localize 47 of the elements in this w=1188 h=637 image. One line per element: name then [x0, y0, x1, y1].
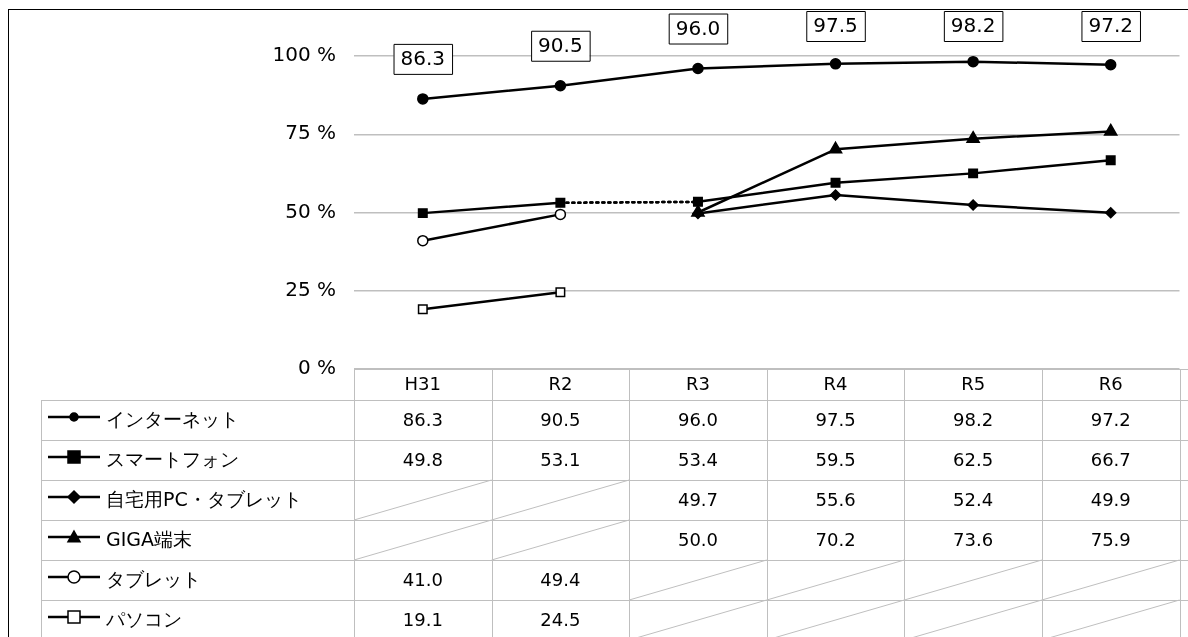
x-tick-label: R5 — [961, 373, 986, 395]
x-tick-label: R2 — [548, 373, 573, 395]
data-label: 55.6 — [815, 488, 856, 510]
data-label: 59.5 — [815, 448, 856, 470]
data-label: 19.1 — [402, 608, 443, 630]
annotation: 96.0 — [675, 15, 721, 40]
x-tick-label: R6 — [1098, 373, 1123, 395]
data-label: 49.7 — [677, 488, 718, 510]
data-label: 62.5 — [953, 448, 994, 470]
data-label: 49.4 — [540, 568, 581, 590]
data-label: 97.5 — [815, 408, 856, 430]
data-label: 75.9 — [1090, 528, 1131, 550]
annotation: 97.5 — [813, 13, 858, 38]
data-label: 86.3 — [402, 408, 443, 430]
data-label: 50.0 — [677, 528, 718, 550]
data-label: 52.4 — [953, 488, 994, 510]
data-label: 53.4 — [677, 448, 718, 470]
y-tick-label: 50 % — [285, 198, 336, 223]
y-tick-label: 75 % — [285, 120, 336, 145]
y-tick-label: 0 % — [297, 355, 336, 380]
annotation: 98.2 — [950, 13, 996, 38]
data-label: 66.7 — [1090, 448, 1131, 470]
data-label: 49.8 — [402, 448, 443, 470]
data-label: 70.2 — [815, 528, 856, 550]
y-tick-label: 100 % — [272, 42, 336, 67]
data-label: 98.2 — [953, 408, 994, 430]
data-label: 53.1 — [540, 448, 581, 470]
y-tick-label: 25 % — [285, 276, 336, 301]
data-label: 96.0 — [677, 408, 718, 430]
annotation: 97.2 — [1088, 13, 1133, 38]
legend-label: 自宅用PC・タブレット — [106, 487, 302, 510]
legend-label: スマートフォン — [106, 447, 239, 470]
data-label: 41.0 — [402, 568, 443, 590]
legend-label: インターネット — [106, 407, 239, 430]
legend-label: タブレット — [106, 567, 201, 590]
annotation: 90.5 — [538, 32, 583, 57]
x-tick-label: R4 — [823, 373, 848, 395]
data-label: 90.5 — [540, 408, 581, 430]
x-tick-label: R3 — [685, 373, 710, 395]
legend-label: パソコン — [105, 607, 182, 630]
annotation: 86.3 — [400, 46, 446, 71]
data-label: 24.5 — [540, 608, 581, 630]
data-label: 97.2 — [1090, 408, 1131, 430]
legend-label: GIGA端末 — [106, 527, 193, 550]
x-tick-label: H31 — [404, 373, 442, 395]
data-label: 49.9 — [1090, 488, 1131, 510]
data-label: 73.6 — [953, 528, 994, 550]
